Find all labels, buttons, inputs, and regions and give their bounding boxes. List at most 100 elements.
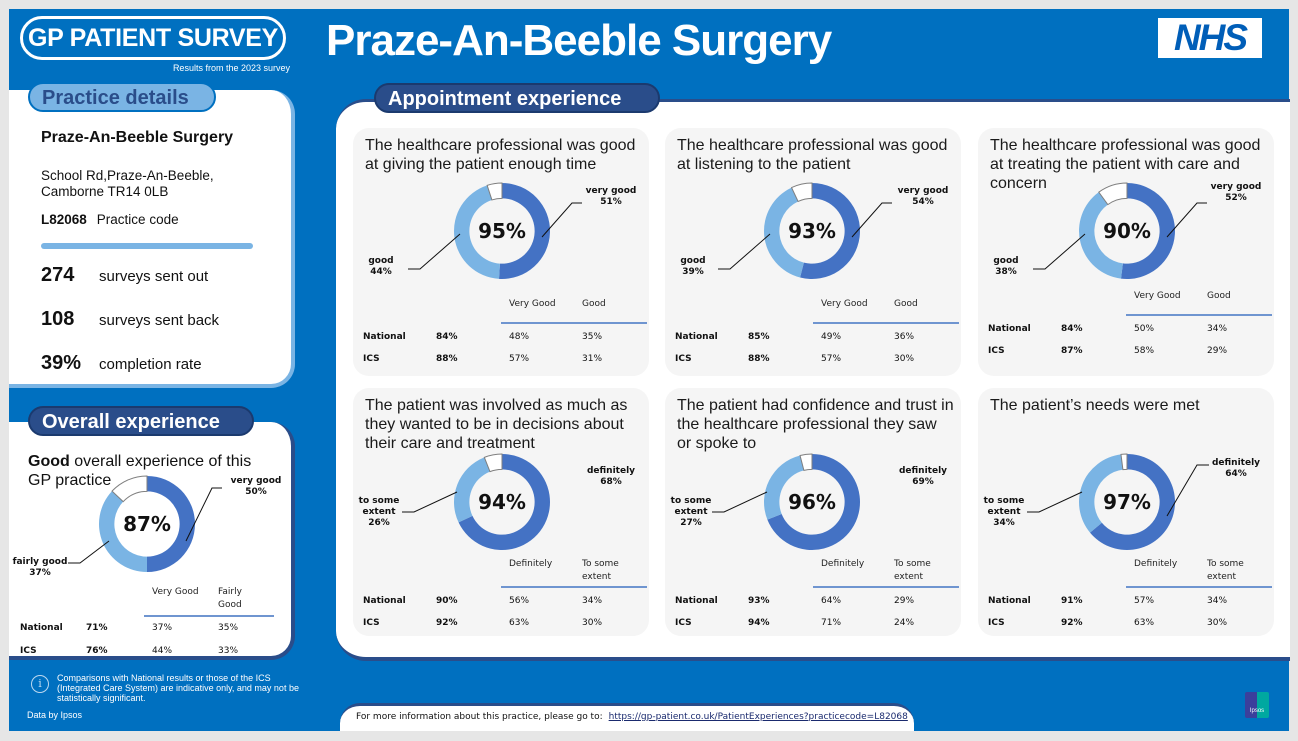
donut-segment-primary [800,183,860,279]
table-row: National 93% 64% 29% [675,596,965,608]
practice-code-row: L82068 Practice code [41,212,179,227]
row-total: 84% [436,332,458,342]
row-total: 92% [436,618,458,628]
donut-segment-primary [767,454,860,550]
practice-link[interactable]: https://gp-patient.co.uk/PatientExperien… [608,712,908,722]
segment-label-name: good [993,256,1019,266]
leader-line [541,202,582,238]
table-row: National 84% 50% 34% [988,324,1278,336]
segment-label-secondary: to some extent 26% [355,496,403,529]
practice-name: Praze-An-Beeble Surgery [41,129,234,146]
table-row: ICS 87% 58% 29% [988,346,1278,358]
column-header-1: Very Good [152,587,199,597]
donut-svg [454,453,550,550]
segment-label-secondary: to some extent 34% [980,496,1028,529]
segment-label-name: fairly good [12,557,68,567]
row-col2: 34% [1207,596,1228,606]
segment-label-name: definitely [1211,458,1261,468]
row-label: ICS [675,354,692,364]
leader-polyline [541,202,582,238]
question-card: The healthcare professional was good at … [665,128,961,376]
overall-question-rest: overall experience of this GP practice [28,453,252,489]
stat-value: 274 [41,264,75,286]
stat-label: completion rate [99,356,202,373]
row-col2: 29% [1207,346,1228,356]
leader-polyline [718,233,771,270]
row-total: 85% [748,332,770,342]
donut-total: 90% [1103,219,1151,243]
row-col2: 35% [218,623,239,633]
leader-polyline [1033,233,1086,270]
donut-segment-other [111,475,148,503]
column-header-2: Good [582,299,606,309]
question-card: The healthcare professional was good at … [978,128,1274,376]
segment-label-value: 38% [995,267,1017,277]
leader-polyline [185,487,222,542]
row-total: 91% [1061,596,1083,606]
row-col1: 37% [152,623,173,633]
table-divider [501,322,647,324]
card-question: The healthcare professional was good at … [990,137,1261,192]
row-col2: 35% [582,332,603,342]
row-total: 93% [748,596,770,606]
card-question: The patient was involved as much as they… [365,397,628,452]
practice-details-panel [9,90,295,388]
row-col1: 64% [821,596,842,606]
table-row: National 91% 57% 34% [988,596,1278,608]
row-col2: 30% [1207,618,1228,628]
segment-label-value: 44% [370,267,392,277]
donut-total: 96% [788,490,836,514]
segment-label-primary: definitely 68% [583,466,639,488]
table-row: National 84% 48% 35% [363,332,653,344]
leader-polyline [68,540,110,564]
table-row: National 85% 49% 36% [675,332,965,344]
donut-total: 97% [1103,490,1151,514]
segment-label-name: very good [1210,182,1262,192]
segment-label-name: very good [585,186,637,196]
row-total: 84% [1061,324,1083,334]
row-col1: 57% [821,354,842,364]
table-row: ICS 92% 63% 30% [988,618,1278,630]
row-total: 88% [436,354,458,364]
segment-label-value: 34% [993,518,1015,528]
nhs-logo-text: NHS [1173,17,1248,58]
row-label: National [988,596,1031,606]
row-col2: 31% [582,354,603,364]
leader-line [1033,233,1086,270]
segment-label-name: to some extent [983,496,1025,517]
donut-segment-primary [1120,183,1175,279]
column-header-1: Definitely [821,559,865,569]
donut-segment-secondary [1079,192,1123,279]
table-divider [501,586,647,588]
practice-address: School Rd,Praze-An-Beeble, Camborne TR14… [41,168,261,200]
row-col1: 56% [509,596,530,606]
leader-line [408,233,461,270]
segment-label-value: 54% [912,197,934,207]
row-total: 94% [748,618,770,628]
donut-svg [99,475,195,572]
address-line-1: School Rd,Praze-An-Beeble, [41,168,214,183]
card-question: The healthcare professional was good at … [365,137,636,173]
card-question: The healthcare professional was good at … [677,137,948,173]
overall-experience-panel: Good overall experience of this GP pract… [9,422,295,660]
segment-label-primary: definitely 64% [1208,458,1264,480]
donut-segment-secondary [1079,454,1123,533]
donut-total: 93% [788,219,836,243]
practice-code: L82068 [41,212,87,227]
brand-subtitle: Results from the 2023 survey [172,63,290,73]
segment-label-value: 52% [1225,193,1247,203]
stat-value: 39% [41,352,82,374]
leader-line [402,491,458,513]
donut-segment-primary [1090,454,1175,550]
segment-label-value: 68% [600,477,622,487]
donut-segment-other [1120,453,1128,471]
row-total: 92% [1061,618,1083,628]
donut-chart: 96% [762,452,862,552]
donut-chart: 95% [452,181,552,281]
segment-label-primary: very good 52% [1208,182,1264,204]
leader-line [851,202,892,238]
column-header-1: Definitely [509,559,553,569]
divider-bar [41,243,253,249]
leader-line [712,491,768,513]
segment-label-secondary: good 38% [986,256,1026,278]
